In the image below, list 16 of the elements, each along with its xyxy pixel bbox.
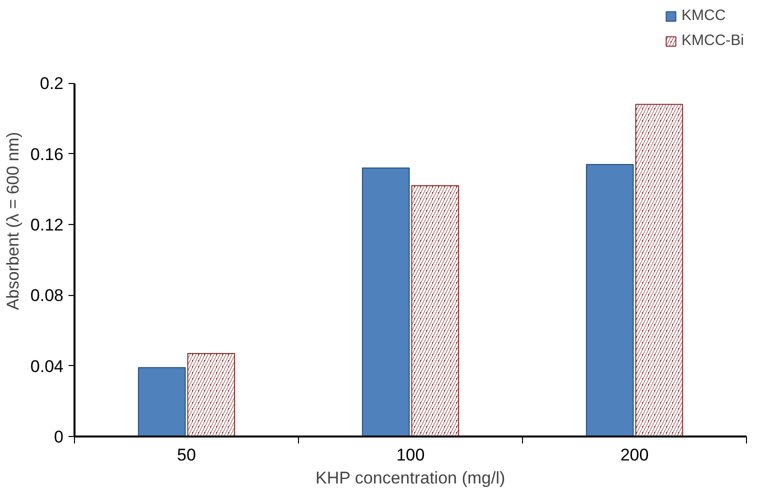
y-tick-label: 0 bbox=[54, 428, 64, 446]
y-tick-label: 0.2 bbox=[40, 74, 64, 94]
bar bbox=[138, 367, 186, 436]
x-tick-label: 100 bbox=[396, 446, 425, 464]
legend-label: KMCC-Bi bbox=[682, 32, 744, 49]
bar bbox=[362, 168, 410, 436]
y-tick-label: 0.08 bbox=[30, 286, 64, 306]
bar bbox=[586, 164, 634, 436]
legend-label: KMCC bbox=[682, 7, 726, 24]
y-tick-label: 0.12 bbox=[30, 216, 64, 235]
y-axis-title: Absorbent (λ = 600 nm) bbox=[3, 132, 22, 310]
y-tick-label: 0.16 bbox=[30, 144, 64, 164]
x-tick-label: 200 bbox=[620, 446, 649, 464]
x-tick-label: 50 bbox=[177, 446, 196, 464]
y-tick-label: 0.04 bbox=[30, 356, 64, 376]
x-axis-title: KHP concentration (mg/l) bbox=[316, 468, 506, 488]
